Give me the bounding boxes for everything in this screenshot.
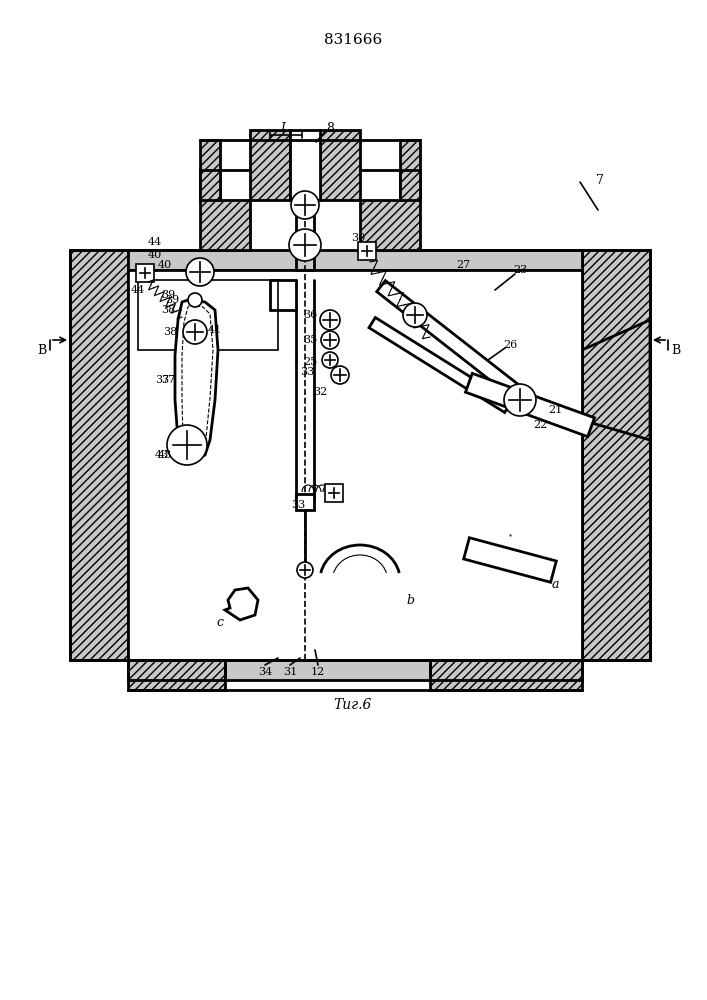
Text: 37: 37	[161, 375, 175, 385]
Text: 12: 12	[311, 667, 325, 677]
Bar	[128, 660, 582, 680]
Text: 30: 30	[351, 233, 365, 243]
Text: I: I	[281, 121, 286, 134]
Polygon shape	[582, 320, 650, 440]
Bar	[358, 242, 376, 260]
Polygon shape	[400, 140, 420, 200]
Text: 41: 41	[208, 325, 222, 335]
Bar	[296, 494, 314, 510]
Text: 27: 27	[456, 260, 470, 270]
Text: 37: 37	[155, 375, 169, 385]
Polygon shape	[369, 318, 511, 412]
Bar	[136, 264, 154, 282]
Text: 39: 39	[161, 290, 175, 300]
Text: 8: 8	[326, 121, 334, 134]
Bar	[128, 270, 582, 660]
Polygon shape	[175, 300, 218, 460]
Text: Τиг.6: Τиг.6	[334, 698, 372, 712]
Circle shape	[289, 229, 321, 261]
Circle shape	[504, 384, 536, 416]
Text: 36: 36	[303, 310, 317, 320]
Text: 831666: 831666	[324, 33, 382, 47]
Polygon shape	[200, 170, 250, 250]
Circle shape	[188, 293, 202, 307]
Bar	[138, 280, 278, 350]
Text: c: c	[216, 615, 223, 629]
Text: 25: 25	[303, 357, 317, 367]
Text: 38: 38	[161, 305, 175, 315]
Polygon shape	[200, 140, 220, 200]
Bar	[325, 484, 343, 502]
Circle shape	[167, 425, 207, 465]
Text: 33: 33	[300, 367, 314, 377]
Circle shape	[322, 352, 338, 368]
Text: 44: 44	[148, 237, 162, 247]
Text: b: b	[406, 593, 414, 606]
Text: 23: 23	[513, 265, 527, 275]
Circle shape	[403, 303, 427, 327]
Text: 31: 31	[283, 667, 297, 677]
Polygon shape	[465, 373, 595, 437]
Polygon shape	[70, 250, 128, 660]
Polygon shape	[582, 250, 650, 660]
Text: 43: 43	[155, 450, 169, 460]
Text: 40: 40	[158, 260, 172, 270]
Text: 33: 33	[291, 500, 305, 510]
Text: a: a	[551, 578, 559, 591]
Text: 44: 44	[131, 285, 145, 295]
Polygon shape	[430, 660, 582, 690]
Text: 34: 34	[258, 667, 272, 677]
Polygon shape	[464, 538, 556, 582]
Polygon shape	[377, 281, 523, 399]
Circle shape	[320, 310, 340, 330]
Circle shape	[291, 191, 319, 219]
Polygon shape	[320, 130, 360, 200]
Text: 21: 21	[548, 405, 562, 415]
Bar	[128, 250, 582, 270]
Text: 35: 35	[303, 335, 317, 345]
Polygon shape	[128, 660, 225, 690]
Polygon shape	[225, 588, 258, 620]
Circle shape	[331, 366, 349, 384]
Text: 40: 40	[148, 250, 162, 260]
Circle shape	[183, 320, 207, 344]
Circle shape	[321, 331, 339, 349]
Polygon shape	[250, 130, 290, 200]
Text: 43: 43	[158, 450, 172, 460]
Circle shape	[297, 562, 313, 578]
Text: B: B	[37, 344, 47, 357]
Text: 38: 38	[163, 327, 177, 337]
Text: 7: 7	[596, 174, 604, 186]
Text: B: B	[672, 344, 681, 357]
Polygon shape	[360, 170, 420, 250]
Text: 32: 32	[313, 387, 327, 397]
Text: 22: 22	[533, 420, 547, 430]
Bar	[290, 130, 320, 200]
Text: 39: 39	[165, 295, 179, 305]
Circle shape	[186, 258, 214, 286]
Text: 26: 26	[503, 340, 517, 350]
